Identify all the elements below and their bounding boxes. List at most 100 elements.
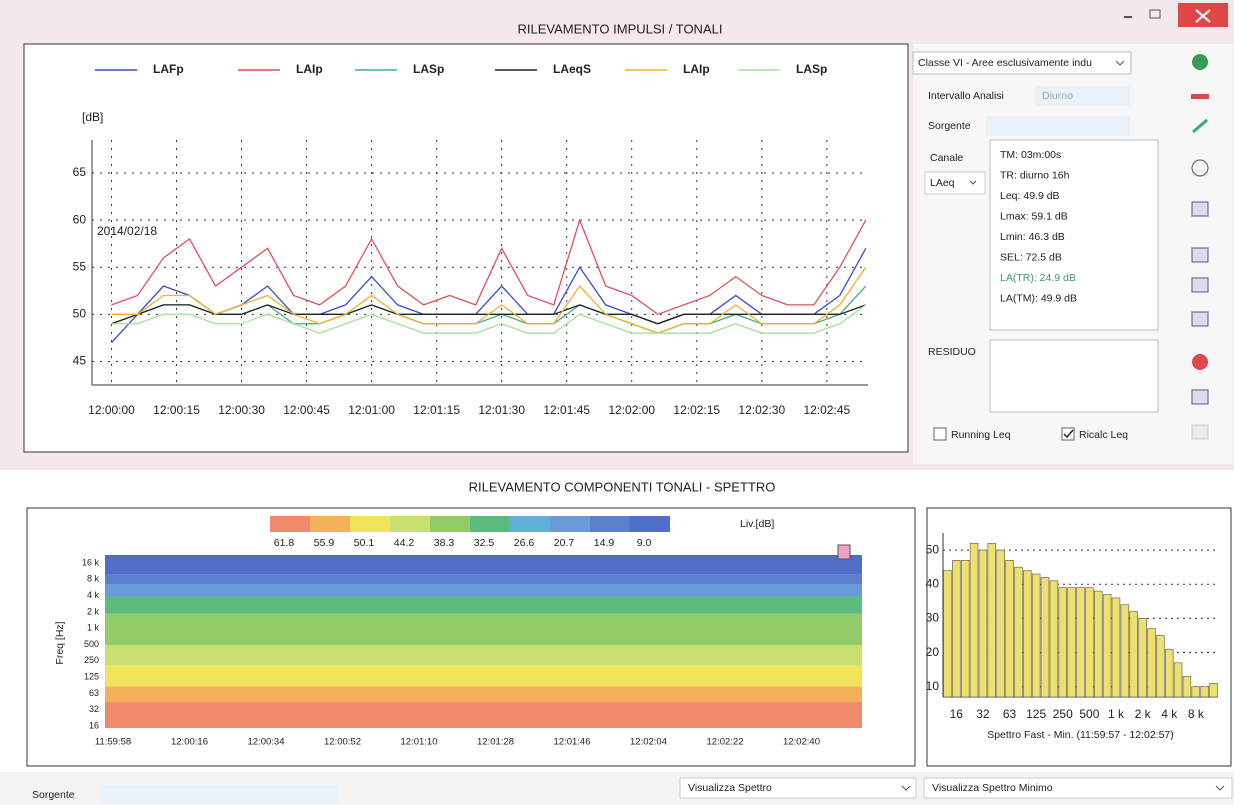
colorbar-swatch <box>430 516 470 532</box>
bar <box>969 542 979 698</box>
bar <box>1005 560 1014 698</box>
x-tick-label: 125 <box>1026 707 1046 721</box>
bar <box>1040 577 1050 698</box>
colorbar-label: 61.8 <box>274 537 295 549</box>
tool-icon[interactable] <box>1191 311 1209 327</box>
legend-label: LAIp <box>296 62 323 76</box>
colorbar-label: 26.6 <box>514 537 535 549</box>
colorbar-title: Liv.[dB] <box>740 518 774 530</box>
y-tick-label: 45 <box>73 354 87 368</box>
clock-icon[interactable] <box>1191 159 1209 177</box>
series-line <box>111 266 867 334</box>
bar <box>1111 597 1121 698</box>
bar <box>1129 611 1138 698</box>
bar <box>1031 573 1041 698</box>
freq-tick-label: 1 k <box>87 623 100 633</box>
spectrogram-band <box>105 574 862 585</box>
time-tick-label: 12:00:34 <box>248 737 285 748</box>
residual-label: RESIDUO <box>928 346 976 358</box>
channel-select[interactable] <box>924 171 986 195</box>
freq-tick-label: 125 <box>84 671 99 681</box>
bar <box>960 560 970 698</box>
edit-icon[interactable] <box>1192 118 1208 134</box>
freq-tick-label: 16 k <box>82 557 100 567</box>
spectrum-select-text: Visualizza Spettro <box>688 782 772 794</box>
freq-tick-label: 32 <box>89 704 99 714</box>
result-item: Lmax: 59.1 dB <box>1000 210 1068 222</box>
chevron <box>969 180 977 185</box>
spectrogram-band <box>105 702 862 728</box>
source-field[interactable] <box>985 116 1130 136</box>
time-tick-label: 12:00:52 <box>324 737 361 748</box>
results-list[interactable] <box>989 139 1159 331</box>
bar <box>1182 676 1192 698</box>
chevron <box>901 785 911 791</box>
colorbar-label: 44.2 <box>394 537 415 549</box>
x-tick-label: 12:02:45 <box>803 403 850 417</box>
spectrogram-band <box>105 665 862 687</box>
tool-icon[interactable] <box>1191 424 1209 440</box>
colorbar-label: 32.5 <box>474 537 495 549</box>
time-tick-label: 12:02:40 <box>783 737 820 748</box>
result-item: LA(TM): 49.9 dB <box>1000 292 1077 304</box>
bottom-source-field[interactable] <box>100 785 338 803</box>
min-spectrum-select-text: Visualizza Spettro Minimo <box>932 782 1053 794</box>
x-tick-label: 12:01:30 <box>478 403 525 417</box>
chart-caption: Spettro Fast - Min. (11:59:57 - 12:02:57… <box>987 729 1174 741</box>
x-tick-label: 250 <box>1053 707 1073 721</box>
x-tick-label: 500 <box>1079 707 1099 721</box>
residual-list[interactable] <box>989 339 1159 413</box>
results-items: TM: 03m:00s TR: diurno 16h Leq: 49.9 dB Lma… <box>1000 149 1077 305</box>
y-tick-label: 30 <box>926 611 940 625</box>
x-tick-label: 8 k <box>1188 707 1205 721</box>
colorbar-swatch <box>390 516 430 532</box>
running-leq-checkbox[interactable] <box>933 427 947 441</box>
x-tick-label: 63 <box>1003 707 1017 721</box>
tool-icon[interactable] <box>1191 389 1209 405</box>
interval-label: Intervallo Analisi <box>928 90 1004 102</box>
recalc-leq-label: Ricalc Leq <box>1079 429 1128 441</box>
legend-label: LASp <box>413 62 444 76</box>
legend-label: LAIp <box>683 62 710 76</box>
result-item: Lmin: 46.3 dB <box>1000 231 1065 243</box>
add-icon[interactable] <box>1192 54 1208 70</box>
tool-icon[interactable] <box>1191 277 1209 293</box>
legend-label: LASp <box>796 62 827 76</box>
colorbar-label: 38.3 <box>434 537 455 549</box>
channel-label: Canale <box>930 152 963 164</box>
result-item: LA(TR): 24.9 dB <box>1000 272 1076 284</box>
class-select[interactable] <box>912 51 1132 75</box>
colorbar-swatch <box>310 516 350 532</box>
y-tick-label: 55 <box>73 259 87 273</box>
x-tick-label: 12:02:00 <box>608 403 655 417</box>
interval-field[interactable] <box>1035 86 1130 106</box>
bar <box>1076 587 1085 698</box>
result-item: SEL: 72.5 dB <box>1000 251 1062 263</box>
freq-tick-label: 4 k <box>87 590 100 600</box>
colorbar-label: 9.0 <box>637 537 652 549</box>
time-tick-label: 12:02:04 <box>630 737 667 748</box>
legend-label: LAFp <box>153 62 184 76</box>
x-tick-label: 1 k <box>1108 707 1125 721</box>
x-tick-label: 32 <box>976 707 990 721</box>
spectrum-select[interactable] <box>679 777 917 799</box>
result-item: TM: 03m:00s <box>1000 149 1061 161</box>
spectrogram: 61.8 55.9 50.1 44.2 38.3 32.5 26.6 20.7 14.9 9.0 1… <box>82 516 862 748</box>
tool-icon[interactable] <box>1191 247 1209 263</box>
recalc-leq-checkbox[interactable] <box>1061 427 1075 441</box>
zoom-icon[interactable] <box>1192 354 1208 370</box>
bar <box>1067 587 1076 698</box>
chevron <box>1115 60 1125 66</box>
x-tick-label: 12:01:45 <box>543 403 590 417</box>
min-spectrum-select[interactable] <box>923 777 1233 799</box>
bottom-source-label: Sorgente <box>32 789 75 801</box>
x-tick-label: 12:02:15 <box>673 403 720 417</box>
check-mark <box>1063 429 1074 439</box>
bar <box>1173 662 1183 698</box>
maximize-button[interactable] <box>1149 9 1161 19</box>
remove-icon[interactable] <box>1191 94 1209 99</box>
tool-icon[interactable] <box>1191 201 1209 217</box>
source-label: Sorgente <box>928 120 971 132</box>
series-line <box>111 218 867 316</box>
